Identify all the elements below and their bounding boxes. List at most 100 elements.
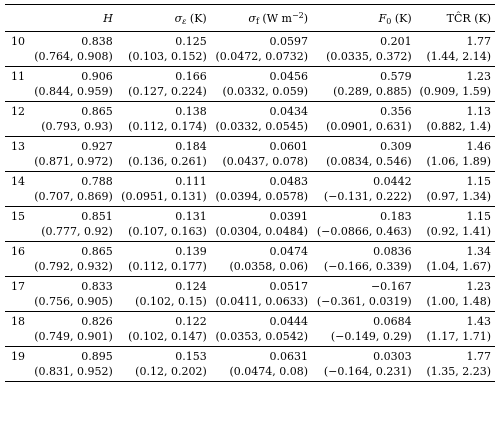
cell-sigma-f-value: 0.0517 [269,280,309,293]
cell-h-value: 0.865 [81,245,113,258]
cell-sigma-f-value: 0.0456 [269,70,309,83]
cell-f0: 0.0684 (−0.149, 0.29) [312,312,416,347]
cell-sigma-f: 0.0474 (0.0358, 0.06) [211,242,312,277]
cell-sigma-e-value: 0.184 [175,140,207,153]
cell-sigma-e-interval: (0.136, 0.261) [128,155,207,168]
cell-h-interval: (0.871, 0.972) [34,155,113,168]
cell-f0-value: 0.579 [380,70,412,83]
cell-sigma-e-interval: (0.112, 0.177) [128,260,207,273]
cell-f0-interval: (0.0335, 0.372) [326,50,412,63]
cell-sigma-e: 0.131 (0.107, 0.163) [117,207,211,242]
cell-h: 0.906 (0.844, 0.959) [30,67,117,102]
cell-sigma-e-value: 0.139 [175,245,207,258]
row-label: 10 [11,35,25,48]
cell-h-interval: (0.777, 0.92) [41,225,113,238]
table-row: 16 0.865 (0.792, 0.932) 0.139 (0.112, 0.177)… [5,242,495,277]
cell-sigma-e: 0.166 (0.127, 0.224) [117,67,211,102]
cell-f0: 0.579 (0.289, 0.885) [312,67,416,102]
row-label: 13 [11,140,25,153]
cell-f0-interval: (−0.166, 0.339) [323,260,412,273]
cell-sigma-f-value: 0.0434 [269,105,309,118]
cell-sigma-f-interval: (0.0332, 0.0545) [215,120,309,133]
cell-sigma-f-interval: (0.0394, 0.0578) [215,190,309,203]
cell-f0-interval: (−0.361, 0.0319) [316,295,412,308]
cell-sigma-e: 0.111 (0.0951, 0.131) [117,172,211,207]
cell-sigma-f-interval: (0.0411, 0.0633) [215,295,309,308]
cell-h: 0.895 (0.831, 0.952) [30,347,117,382]
cell-h-interval: (0.793, 0.93) [41,120,113,133]
cell-sigma-f-interval: (0.0474, 0.08) [229,365,309,378]
header-row-label [5,5,30,32]
cell-sigma-f: 0.0483 (0.0394, 0.0578) [211,172,312,207]
cell-sigma-e-interval: (0.12, 0.202) [135,365,207,378]
table-row: 19 0.895 (0.831, 0.952) 0.153 (0.12, 0.202) 0… [5,347,495,382]
cell-tcr-interval: (1.06, 1.89) [426,155,491,168]
header-row: H σε (K) σf (W m−2) F0 (K) TĈR (K) [5,4,495,32]
cell-tcr-value: 1.15 [466,175,492,188]
cell-sigma-e: 0.125 (0.103, 0.152) [117,32,211,67]
cell-h: 0.788 (0.707, 0.869) [30,172,117,207]
cell-tcr-interval: (1.00, 1.48) [426,295,491,308]
cell-sigma-e-value: 0.125 [175,35,207,48]
cell-tcr-interval: (1.04, 1.67) [426,260,491,273]
table-row: 14 0.788 (0.707, 0.869) 0.111 (0.0951, 0.131… [5,172,495,207]
cell-h-value: 0.927 [81,140,113,153]
table-row: 18 0.826 (0.749, 0.901) 0.122 (0.102, 0.147)… [5,312,495,347]
row-label: 16 [11,245,25,258]
cell-h: 0.833 (0.756, 0.905) [30,277,117,312]
table-row: 10 0.838 (0.764, 0.908) 0.125 (0.103, 0.152)… [5,32,495,67]
cell-sigma-e-value: 0.166 [175,70,207,83]
cell-f0-interval: (0.0901, 0.631) [326,120,412,133]
cell-tcr: 1.77 (1.35, 2.23) [416,347,495,382]
cell-sigma-f-interval: (0.0472, 0.0732) [215,50,309,63]
cell-h-value: 0.865 [81,105,113,118]
cell-tcr-value: 1.46 [466,140,492,153]
cell-f0: 0.309 (0.0834, 0.546) [312,137,416,172]
cell-h-value: 0.851 [81,210,113,223]
cell-tcr-interval: (1.35, 2.23) [426,365,491,378]
row-label: 14 [11,175,25,188]
cell-tcr: 1.77 (1.44, 2.14) [416,32,495,67]
row-label: 15 [11,210,25,223]
cell-h: 0.851 (0.777, 0.92) [30,207,117,242]
cell-tcr-value: 1.34 [466,245,492,258]
results-table: H σε (K) σf (W m−2) F0 (K) TĈR (K) 10 0.8… [5,4,495,382]
table-body: 10 0.838 (0.764, 0.908) 0.125 (0.103, 0.152)… [5,32,495,382]
cell-sigma-e-interval: (0.107, 0.163) [128,225,207,238]
cell-sigma-f: 0.0631 (0.0474, 0.08) [211,347,312,382]
cell-f0: 0.183 (−0.0866, 0.463) [312,207,416,242]
cell-h-interval: (0.792, 0.932) [34,260,113,273]
table-row: 12 0.865 (0.793, 0.93) 0.138 (0.112, 0.174) 0… [5,102,495,137]
cell-h: 0.838 (0.764, 0.908) [30,32,117,67]
cell-sigma-f-interval: (0.0332, 0.059) [222,85,309,98]
cell-sigma-e-value: 0.153 [175,350,207,363]
cell-tcr-interval: (0.882, 1.4) [426,120,491,133]
cell-sigma-f: 0.0444 (0.0353, 0.0542) [211,312,312,347]
cell-tcr-value: 1.43 [466,315,492,328]
cell-h: 0.927 (0.871, 0.972) [30,137,117,172]
cell-h-value: 0.826 [81,315,113,328]
cell-sigma-e-interval: (0.0951, 0.131) [121,190,207,203]
cell-sigma-f-value: 0.0474 [269,245,309,258]
cell-h: 0.826 (0.749, 0.901) [30,312,117,347]
cell-h-interval: (0.844, 0.959) [34,85,113,98]
cell-h-value: 0.895 [81,350,113,363]
cell-sigma-f: 0.0456 (0.0332, 0.059) [211,67,312,102]
cell-f0-value: 0.183 [380,210,412,223]
cell-tcr-interval: (1.44, 2.14) [426,50,491,63]
cell-f0: 0.0836 (−0.166, 0.339) [312,242,416,277]
cell-h-interval: (0.707, 0.869) [34,190,113,203]
cell-h-value: 0.838 [81,35,113,48]
header-sigma-f: σf (W m−2) [248,10,309,26]
row-label: 17 [11,280,25,293]
cell-sigma-f-interval: (0.0353, 0.0542) [215,330,309,343]
cell-sigma-e-interval: (0.112, 0.174) [128,120,207,133]
header-h: H [103,11,113,25]
cell-sigma-f-value: 0.0631 [269,350,309,363]
cell-sigma-f-interval: (0.0358, 0.06) [229,260,309,273]
cell-sigma-e: 0.124 (0.102, 0.15) [117,277,211,312]
cell-tcr: 1.23 (0.909, 1.59) [416,67,495,102]
cell-h: 0.865 (0.792, 0.932) [30,242,117,277]
cell-sigma-e: 0.139 (0.112, 0.177) [117,242,211,277]
cell-f0-value: 0.0442 [373,175,412,188]
